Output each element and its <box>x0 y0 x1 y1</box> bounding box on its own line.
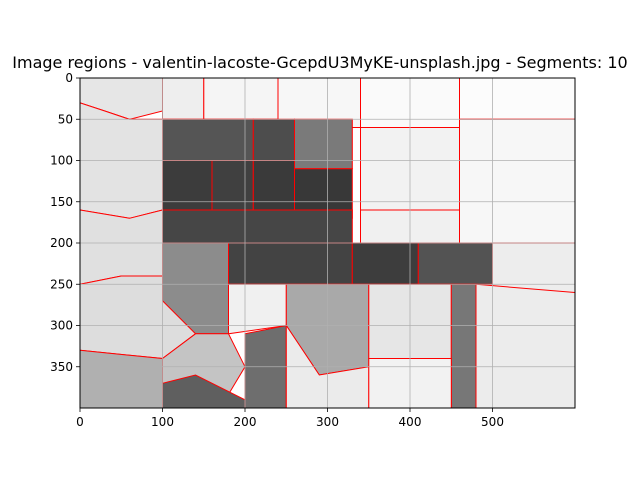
segment-region-12 <box>211 160 254 211</box>
segment-region-2 <box>162 78 205 120</box>
y-tick-label: 250 <box>50 277 73 291</box>
y-tick-label: 300 <box>50 319 73 333</box>
segment-region-3 <box>203 78 279 120</box>
segment-region-17 <box>162 209 353 244</box>
segment-region-19 <box>80 209 163 285</box>
y-tick-label: 200 <box>50 236 73 250</box>
x-tick-label: 100 <box>151 415 174 429</box>
segment-region-8 <box>162 118 254 161</box>
segment-region-10 <box>294 118 353 170</box>
segment-region-23 <box>417 242 493 285</box>
y-tick-label: 0 <box>65 71 73 85</box>
segment-region-26 <box>228 283 287 335</box>
x-tick-label: 400 <box>399 415 422 429</box>
y-tick-label: 150 <box>50 195 73 209</box>
y-axis-ticks: 0 50 100 150 200 250 300 350 <box>50 71 80 374</box>
segment-region-24 <box>492 242 575 293</box>
y-tick-label: 50 <box>58 112 73 126</box>
y-tick-label: 350 <box>50 360 73 374</box>
segment-region-29 <box>450 283 477 408</box>
x-tick-label: 300 <box>316 415 339 429</box>
y-tick-label: 100 <box>50 154 73 168</box>
segment-region-16 <box>459 118 575 244</box>
segment-region-9 <box>252 118 295 161</box>
segment-region-6 <box>459 78 575 120</box>
x-axis-ticks: 0 100 200 300 400 500 <box>76 408 504 429</box>
segment-region-11 <box>162 160 213 211</box>
segment-region-35 <box>80 349 163 408</box>
segment-region-30 <box>475 283 575 408</box>
segment-region-22 <box>351 242 419 285</box>
x-tick-label: 200 <box>234 415 257 429</box>
segment-region-21 <box>228 242 353 285</box>
x-tick-label: 0 <box>76 415 84 429</box>
x-tick-label: 500 <box>481 415 504 429</box>
chart-title: Image regions - valentin-lacoste-GcepdU3… <box>12 53 627 72</box>
